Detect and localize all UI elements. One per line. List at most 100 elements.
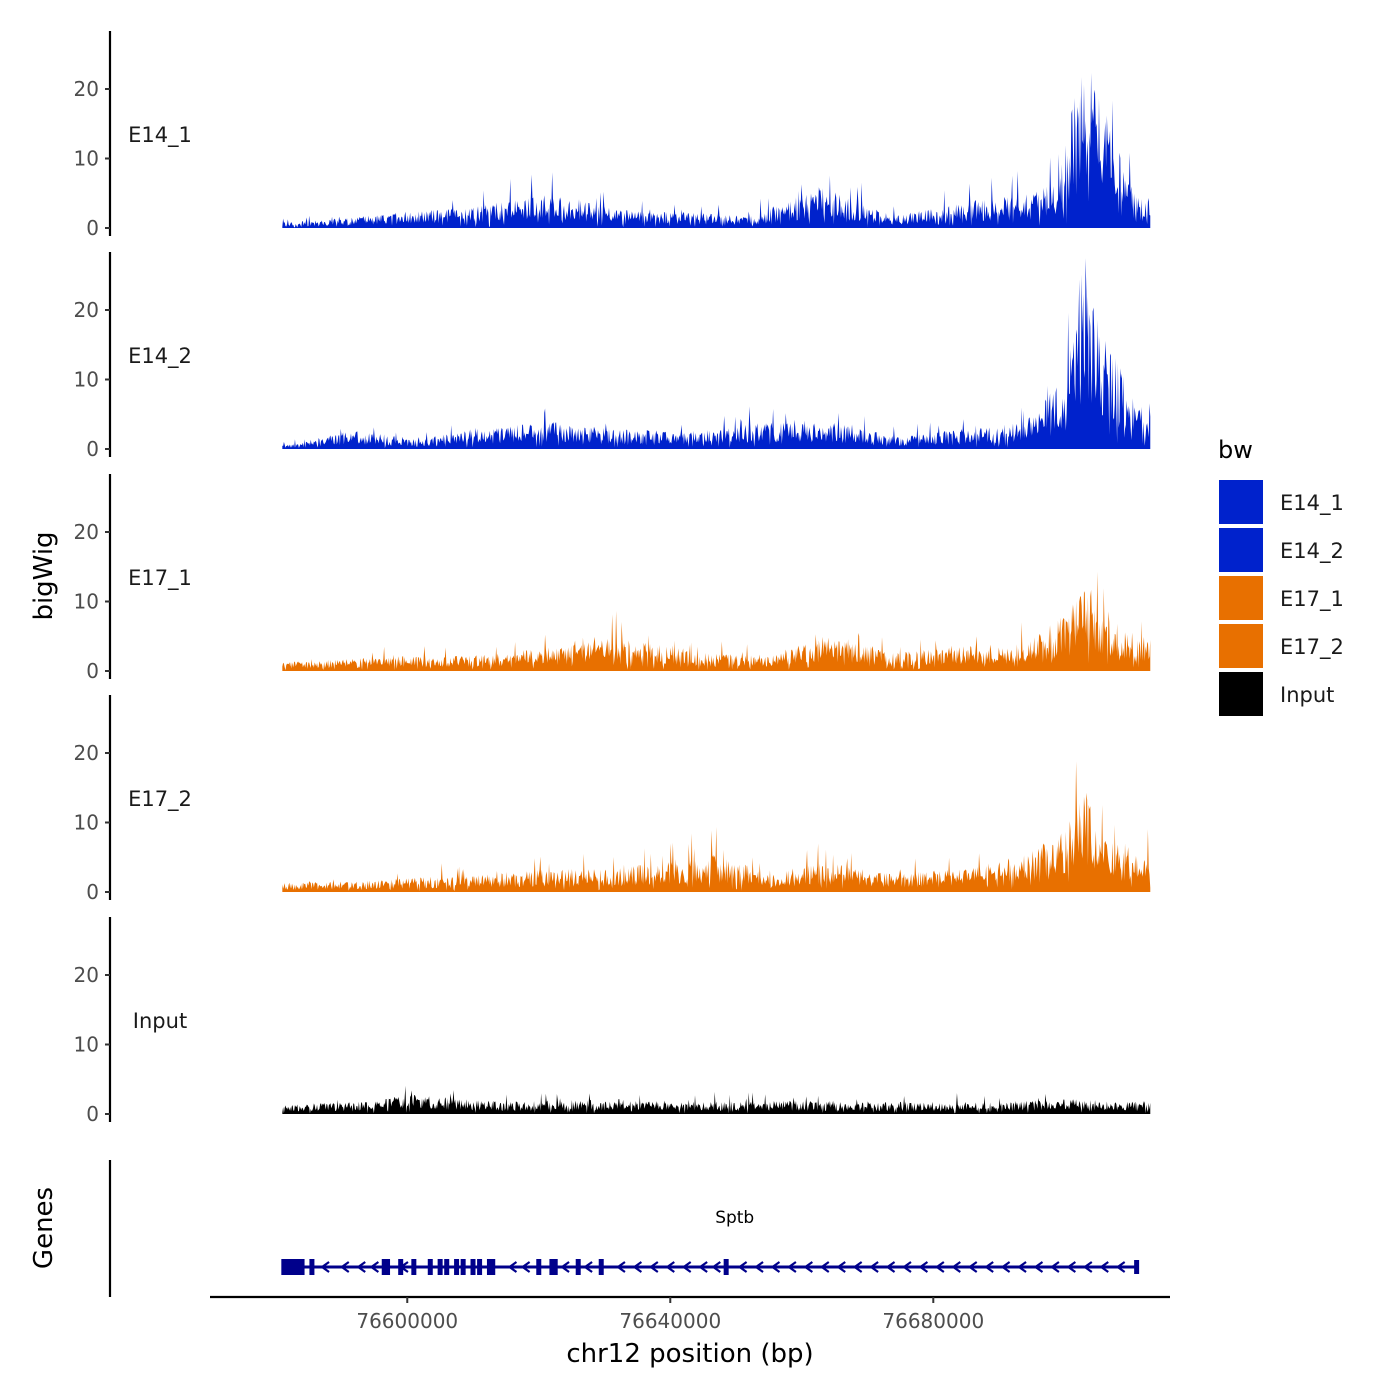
strand-arrow bbox=[560, 1261, 570, 1273]
strand-arrow bbox=[918, 1261, 929, 1273]
coverage-area-e14-1 bbox=[282, 72, 1151, 228]
gene-exon bbox=[490, 1259, 496, 1275]
legend-items: E14_1 E14_2 E17_1 E17_2 Input bbox=[1219, 480, 1344, 716]
y-tick-label: 0 bbox=[86, 659, 99, 683]
genes-layer: Sptb bbox=[108, 1160, 1140, 1297]
coverage-area-e17-2 bbox=[282, 761, 1151, 892]
strand-arrow bbox=[1082, 1261, 1093, 1273]
strand-arrow bbox=[648, 1261, 659, 1273]
strand-arrow bbox=[1000, 1261, 1011, 1273]
legend-swatch bbox=[1219, 624, 1263, 668]
strand-arrow bbox=[869, 1261, 879, 1273]
strand-arrow bbox=[399, 1261, 409, 1273]
x-axis: 76600000 76640000 76680000 bbox=[210, 1295, 1170, 1333]
gene-exon bbox=[385, 1259, 391, 1275]
legend-label: E14_2 bbox=[1280, 539, 1344, 564]
gene-exon bbox=[598, 1259, 604, 1275]
strand-arrow bbox=[787, 1261, 797, 1273]
legend-item-e14-2: E14_2 bbox=[1219, 528, 1344, 572]
legend-swatch bbox=[1219, 672, 1263, 716]
strand-arrow bbox=[1033, 1261, 1044, 1273]
x-tick-label: 76680000 bbox=[882, 1309, 984, 1333]
strand-arrow bbox=[934, 1261, 945, 1273]
track-e17-2: 0 10 20 E17_2 bbox=[74, 695, 1151, 904]
x-tick-label: 76640000 bbox=[619, 1309, 721, 1333]
gene-exon bbox=[444, 1259, 450, 1275]
strand-arrow bbox=[967, 1261, 978, 1273]
strand-arrow bbox=[852, 1261, 863, 1273]
y-tick-label: 0 bbox=[86, 1102, 99, 1126]
strand-arrow bbox=[665, 1261, 675, 1273]
y-tick-label: 0 bbox=[86, 216, 99, 240]
strand-arrow bbox=[632, 1261, 643, 1273]
y-tick-label: 20 bbox=[74, 963, 99, 987]
legend: bw E14_1 E14_2 E17_1 E17_2 Input bbox=[1218, 436, 1344, 716]
y-tick-label: 10 bbox=[74, 811, 99, 835]
coverage-area-input bbox=[282, 1085, 1151, 1114]
strand-arrow bbox=[1017, 1261, 1027, 1273]
legend-label: Input bbox=[1280, 683, 1334, 707]
strand-arrow bbox=[754, 1261, 764, 1273]
track-label: Input bbox=[133, 1009, 187, 1033]
strand-arrow bbox=[583, 1261, 593, 1273]
legend-label: E17_2 bbox=[1280, 635, 1344, 660]
strand-arrow bbox=[339, 1261, 350, 1273]
track-label: E17_2 bbox=[128, 787, 192, 812]
gene-exon bbox=[536, 1259, 542, 1275]
strand-arrow bbox=[1066, 1261, 1077, 1273]
y-tick-label: 20 bbox=[74, 520, 99, 544]
strand-arrow bbox=[803, 1261, 813, 1273]
strand-arrow bbox=[951, 1261, 961, 1273]
gene-exon bbox=[411, 1259, 417, 1275]
gene-utr-block bbox=[281, 1259, 304, 1275]
gene-exon bbox=[437, 1259, 443, 1275]
strand-arrow bbox=[984, 1261, 994, 1273]
y-tick-label: 10 bbox=[74, 368, 99, 392]
strand-arrow bbox=[520, 1261, 531, 1273]
gene-exon bbox=[552, 1259, 558, 1275]
legend-item-input: Input bbox=[1219, 672, 1334, 716]
track-e14-2: 0 10 20 E14_2 bbox=[74, 252, 1151, 461]
y-tick-label: 0 bbox=[86, 880, 99, 904]
gene-exon bbox=[575, 1259, 581, 1275]
y-tick-label: 10 bbox=[74, 147, 99, 171]
track-label: E14_2 bbox=[128, 344, 192, 369]
strand-arrow bbox=[616, 1261, 626, 1273]
y-tick-label: 0 bbox=[86, 437, 99, 461]
gene-exon bbox=[1134, 1260, 1140, 1274]
tracks-layer: 0 10 20 E14_1 0 10 20 E14_2 0 10 20 E17_1 0 10 20 E17_2… bbox=[74, 31, 1151, 1126]
y-tick-label: 20 bbox=[74, 298, 99, 322]
strand-arrow bbox=[1050, 1261, 1060, 1273]
strand-arrow bbox=[507, 1261, 518, 1273]
gene-exon bbox=[470, 1259, 476, 1275]
strand-arrow bbox=[836, 1261, 846, 1273]
gene-exon bbox=[427, 1259, 433, 1275]
strand-arrow bbox=[698, 1261, 708, 1273]
y-axis-title: bigWig bbox=[29, 531, 59, 620]
strand-arrow bbox=[369, 1261, 380, 1273]
gene-exon bbox=[460, 1259, 466, 1275]
legend-title: bw bbox=[1218, 436, 1253, 464]
legend-item-e14-1: E14_1 bbox=[1219, 480, 1344, 524]
gene-exon bbox=[454, 1259, 460, 1275]
x-axis-title: chr12 position (bp) bbox=[566, 1339, 813, 1369]
legend-label: E17_1 bbox=[1280, 587, 1344, 612]
strand-arrow bbox=[320, 1261, 330, 1273]
strand-arrow bbox=[885, 1261, 896, 1273]
legend-swatch bbox=[1219, 480, 1263, 524]
genes-axis-title: Genes bbox=[29, 1187, 59, 1269]
track-label: E14_1 bbox=[128, 123, 192, 148]
strand-arrow bbox=[356, 1261, 366, 1273]
strand-arrow bbox=[681, 1261, 692, 1273]
y-tick-label: 20 bbox=[74, 77, 99, 101]
gene-exon bbox=[723, 1259, 729, 1275]
y-tick-label: 20 bbox=[74, 741, 99, 765]
legend-label: E14_1 bbox=[1280, 491, 1344, 516]
gene-sptb: Sptb bbox=[281, 1208, 1140, 1275]
gene-label: Sptb bbox=[715, 1208, 754, 1228]
legend-swatch bbox=[1219, 576, 1263, 620]
strand-arrow bbox=[711, 1261, 721, 1273]
gene-exon bbox=[549, 1259, 555, 1275]
